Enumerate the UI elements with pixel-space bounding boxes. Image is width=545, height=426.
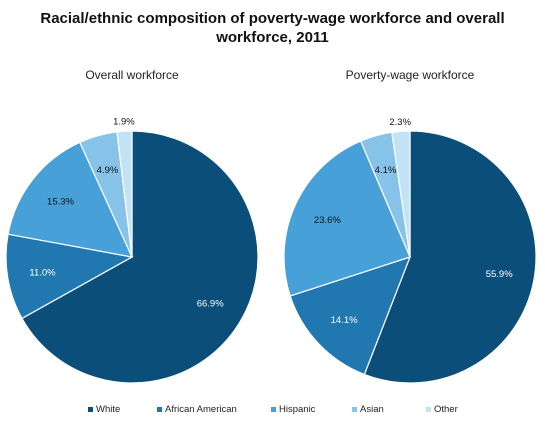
pie-poverty-wage: 55.9% 14.1% 23.6% 4.1% 2.3% xyxy=(283,117,537,384)
legend-label-hispanic: Hispanic xyxy=(279,404,316,415)
data-label-african-american: 14.1% xyxy=(331,315,358,326)
chart-title-line-2: workforce, 2011 xyxy=(216,29,329,46)
chart-title: Racial/ethnic composition of poverty-wag… xyxy=(0,9,545,47)
data-label-white: 55.9% xyxy=(486,269,513,280)
data-label-other: 2.3% xyxy=(389,117,411,128)
pie-slice-other xyxy=(391,130,411,258)
legend-item-hispanic: Hispanic xyxy=(271,404,315,415)
pie-slice-white xyxy=(21,130,259,384)
legend-label-asian: Asian xyxy=(360,404,384,415)
legend: White African American Hispanic Asian Other xyxy=(0,404,545,420)
pie-slice-hispanic xyxy=(7,141,134,258)
data-label-african-american: 11.0% xyxy=(29,267,56,278)
legend-item-other: Other xyxy=(426,404,458,415)
pie-slice-other xyxy=(116,130,133,258)
legend-item-african-american: African American xyxy=(157,404,237,415)
legend-swatch-african-american xyxy=(157,407,162,412)
legend-swatch-white xyxy=(88,407,93,412)
data-label-asian: 4.1% xyxy=(375,165,397,176)
pie-title-poverty-wage: Poverty-wage workforce xyxy=(346,68,475,82)
legend-item-white: White xyxy=(88,404,120,415)
chart-title-line-1: Racial/ethnic composition of poverty-wag… xyxy=(40,10,505,27)
legend-swatch-other xyxy=(426,407,431,412)
pie-slice-african-american xyxy=(5,233,134,320)
legend-label-african-american: African American xyxy=(165,404,237,415)
data-label-other: 1.9% xyxy=(113,117,135,128)
legend-label-white: White xyxy=(96,404,121,415)
pie-slice-hispanic xyxy=(283,140,411,297)
pie-title-overall: Overall workforce xyxy=(85,68,179,82)
legend-item-asian: Asian xyxy=(352,404,384,415)
data-label-asian: 4.9% xyxy=(97,165,119,176)
legend-label-other: Other xyxy=(434,404,458,415)
data-label-hispanic: 23.6% xyxy=(314,215,341,226)
pie-overall: 66.9% 11.0% 15.3% 4.9% 1.9% xyxy=(5,117,259,384)
legend-swatch-hispanic xyxy=(271,407,276,412)
legend-swatch-asian xyxy=(352,407,357,412)
pie-charts: Overall workforce Poverty-wage workforce… xyxy=(5,68,537,384)
pie-slice-white xyxy=(363,130,537,384)
data-label-white: 66.9% xyxy=(197,298,224,309)
data-label-hispanic: 15.3% xyxy=(47,197,74,208)
